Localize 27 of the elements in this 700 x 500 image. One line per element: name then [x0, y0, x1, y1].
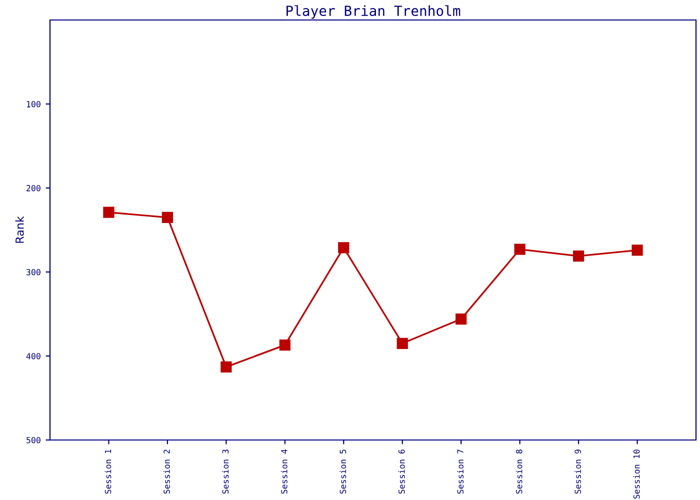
chart-title: Player Brian Trenholm: [286, 5, 460, 19]
point: [162, 212, 174, 223]
x-tick-label: Session 2: [163, 450, 170, 494]
point: [396, 338, 408, 349]
point: [572, 250, 584, 262]
x-tick-label: Session 10: [633, 450, 640, 499]
x-tick-label: Session 7: [457, 450, 464, 494]
x-tick-label: Session 4: [280, 449, 288, 494]
y-axis-title: Rank: [15, 216, 24, 243]
y-tick-label: 300: [26, 269, 40, 276]
y-tick-label: 400: [26, 353, 40, 360]
x-tick-label: Session 3: [222, 450, 229, 494]
x-tick-label: Session 8: [516, 450, 522, 494]
point: [632, 244, 643, 256]
point: [456, 313, 467, 325]
point: [338, 242, 350, 254]
x-tick-label: Session 5: [340, 450, 346, 494]
x-tick-label: Session 1: [104, 450, 112, 494]
point: [514, 244, 526, 255]
point: [103, 206, 114, 218]
y-tick-label: 100: [26, 101, 40, 108]
y-tick-label: 200: [26, 185, 40, 192]
x-tick-label: Session 6: [398, 450, 405, 494]
y-tick-label: 500: [26, 437, 40, 444]
point: [220, 361, 232, 372]
point: [279, 340, 290, 351]
x-tick-label: Session 9: [574, 450, 581, 494]
